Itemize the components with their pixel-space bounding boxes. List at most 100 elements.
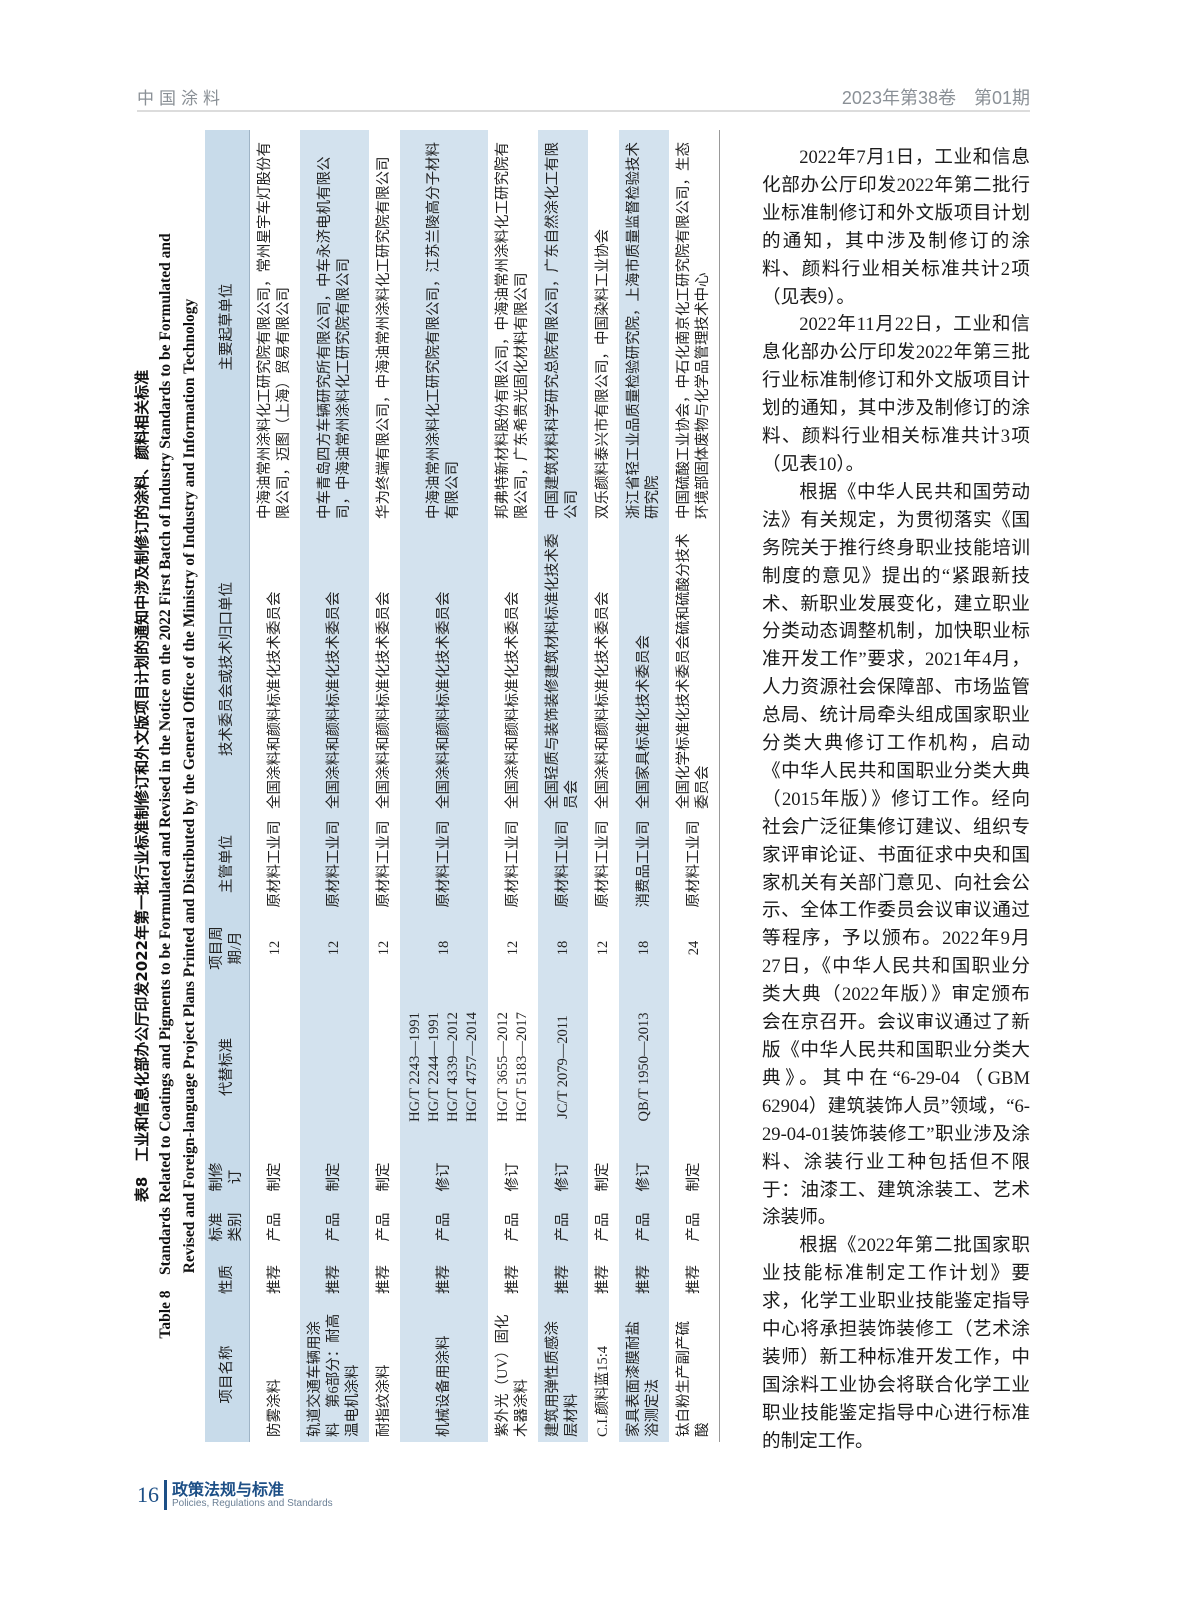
table-cell: 原材料工业司 — [504, 820, 521, 908]
table-caption: 表8 工业和信息化部办公厅印发2022年第一批行业标准制修订和外文版项目计划的通… — [130, 130, 205, 1442]
table-cell: JC/T 2079—2011 — [538, 982, 588, 1152]
table-cell: 全国涂料和颜料标准化技术委员会 — [300, 524, 369, 814]
page-number: 16 — [137, 1482, 159, 1507]
column-header: 项目名称 — [205, 1307, 250, 1442]
table-cell: 钛白粉生产副产硫酸 — [669, 1307, 720, 1442]
table-cell: 12 — [376, 940, 392, 956]
table-cell: 全国涂料和颜料标准化技术委员会 — [376, 591, 392, 810]
table-cell: 产品 — [538, 1202, 588, 1252]
table-title-cn: 表8 工业和信息化部办公厅印发2022年第一批行业标准制修订和外文版项目计划的通… — [133, 369, 151, 1203]
table-cell: 24 — [669, 914, 720, 982]
table-row: 紫外光（UV）固化木器涂料 推荐 产品 修订 HG/T 3655—2012 HG/T 5… — [488, 130, 538, 1442]
table-cell: 产品 — [376, 1212, 392, 1242]
table-cell: 原材料工业司 — [300, 814, 369, 914]
table-cell: 产品 — [619, 1202, 669, 1252]
article-body: 2022年7月1日，工业和信息化部办公厅印发2022年第二批行业标准制修订和外文… — [762, 144, 1030, 1456]
standards-table: 项目名称 性质 标准类别 制修订 代替标准 项目周期/月 主管单位 技术委员会或技术归口单位主… — [205, 130, 720, 1442]
table-cell: 全国涂料和颜料标准化技术委员会 — [504, 591, 521, 810]
table-cell: 修订 — [538, 1152, 588, 1202]
table-cell: 推荐 — [538, 1252, 588, 1307]
table-cell: 12 — [266, 940, 283, 956]
table-row: C.I.颜料蓝15:4 推荐 产品 制定 12 原材料工业司 全国涂料和颜料标准化技术委员会… — [588, 130, 619, 1442]
table-cell: C.I.颜料蓝15:4 — [595, 1345, 611, 1437]
table-cell: 推荐 — [400, 1252, 488, 1307]
table-cell: 中国硫酸工业协会，中石化南京化工研究院有限公司，生态环境部固体废物与化学品管理技… — [669, 130, 720, 524]
table-cell: 12 — [504, 940, 521, 956]
table-row: 建筑用弹性质感涂层材料 推荐 产品 修订 JC/T 2079—2011 18 原材料工业司全… — [538, 130, 588, 1442]
table-cell: 修订 — [400, 1152, 488, 1202]
table-cell: 浙江省轻工业品质量检验研究院，上海市质量监督检验技术研究院 — [619, 130, 669, 524]
table-cell: QB/T 1950—2013 — [619, 982, 669, 1152]
table-cell: 产品 — [400, 1202, 488, 1252]
table-cell: 18 — [400, 914, 488, 982]
table-cell: 推荐 — [619, 1252, 669, 1307]
column-header: 标准类别 — [205, 1202, 250, 1252]
table-row: 耐指纹涂料 推荐 产品 制定 12 原材料工业司 全国涂料和颜料标准化技术委员会 华为终端有限… — [369, 130, 400, 1442]
table-cell — [369, 982, 400, 1152]
table-cell: 家具表面漆膜耐盐浴测定法 — [619, 1307, 669, 1442]
table-cell: 中海油常州涂料化工研究院有限公司，常州星宇车灯股份有限公司，迈图（上海）贸易有限… — [257, 142, 292, 519]
table-title-en-1: Table 8 Standards Related to Coatings an… — [157, 233, 174, 1339]
rotated-table-block: 表8 工业和信息化部办公厅印发2022年第一批行业标准制修订和外文版项目计划的通… — [130, 130, 738, 1442]
table-cell: 原材料工业司 — [266, 820, 283, 908]
table-cell: 中国建筑材料科学研究总院有限公司，广东自然涂化工有限公司 — [538, 130, 588, 524]
paragraph: 2022年11月22日，工业和信息化部办公厅印发2022年第三批行业标准制修订和… — [762, 314, 1030, 475]
table-row: 防雾涂料 推荐 产品 制定 12 原材料工业司 全国涂料和颜料标准化技术委员会 中海油常州涂料… — [250, 130, 301, 1442]
column-header: 技术委员会或技术归口单位 — [205, 524, 250, 814]
table-cell: 全国涂料和颜料标准化技术委员会 — [595, 591, 611, 810]
header-divider — [137, 110, 1030, 112]
section-title-cn: 政策法规与标准 — [172, 1480, 285, 1499]
table-cell: 推荐 — [669, 1252, 720, 1307]
table-row: 机械设备用涂料 推荐 产品 修订 HG/T 2243—1991 HG/T 2244—19… — [400, 130, 488, 1442]
table-cell: 中海油常州涂料化工研究院有限公司，江苏兰陵高分子材料有限公司 — [400, 130, 488, 524]
issue-info: 2023年第38卷 第01期 — [841, 88, 1030, 108]
table-cell — [300, 982, 369, 1152]
table-cell: 制定 — [266, 1162, 283, 1192]
table-cell: 原材料工业司 — [400, 814, 488, 914]
column-header: 主管单位 — [205, 814, 250, 914]
table-cell: 产品 — [266, 1212, 283, 1242]
table-cell: 修订 — [619, 1152, 669, 1202]
table-cell: 轨道交通车辆用涂料 第6部分：耐高温电机涂料 — [300, 1307, 369, 1442]
table-cell — [250, 982, 301, 1152]
table-cell: 18 — [619, 914, 669, 982]
table-cell: 原材料工业司 — [595, 820, 611, 908]
column-header: 主要起草单位 — [205, 130, 250, 524]
table-cell: 邦弗特新材料股份有限公司，中海油常州涂料化工研究院有限公司，广东希贵光固化材料有… — [495, 142, 530, 519]
table-cell: 修订 — [504, 1162, 521, 1192]
table-cell: 推荐 — [504, 1265, 521, 1294]
table-cell: 防雾涂料 — [266, 1379, 283, 1437]
table-cell: 华为终端有限公司，中海油常州涂料化工研究院有限公司 — [376, 156, 392, 520]
table-cell: 中车青岛四方车辆研究所有限公司，中车永济电机有限公司，中海油常州涂料化工研究院有… — [300, 130, 369, 524]
table-header-row: 项目名称 性质 标准类别 制修订 代替标准 项目周期/月 主管单位 技术委员会或技术归口单位主… — [205, 130, 250, 1442]
table-cell: 推荐 — [595, 1265, 611, 1294]
table-cell: 双乐颜料泰兴市有限公司，中国染料工业协会 — [595, 229, 611, 519]
table-cell: HG/T 3655—2012 HG/T 5183—2017 — [495, 1012, 530, 1122]
table-cell: 全国家具标准化技术委员会 — [619, 524, 669, 814]
table-cell: 全国涂料和颜料标准化技术委员会 — [400, 524, 488, 814]
column-header: 代替标准 — [205, 982, 250, 1152]
table-row: 钛白粉生产副产硫酸 推荐 产品 制定 24 原材料工业司 全国化学标准化技术委员会硫和硫酸分… — [669, 130, 720, 1442]
section-title-en: Policies, Regulations and Standards — [172, 1498, 333, 1509]
table-cell: 推荐 — [266, 1265, 283, 1294]
table-cell: 推荐 — [300, 1252, 369, 1307]
table-cell: 制定 — [669, 1152, 720, 1202]
table-cell: 机械设备用涂料 — [400, 1307, 488, 1442]
table-cell: 12 — [300, 914, 369, 982]
column-header: 性质 — [205, 1252, 250, 1307]
footer-bar — [164, 1480, 167, 1510]
paragraph: 根据《中华人民共和国劳动法》有关规定，为贯彻落实《国务院关于推行终身职业技能培训… — [762, 481, 1030, 1229]
table-cell: 原材料工业司 — [376, 820, 392, 908]
table-cell: 12 — [595, 940, 611, 956]
table-cell: 产品 — [669, 1202, 720, 1252]
table-cell: 原材料工业司 — [538, 814, 588, 914]
table-cell: 制定 — [595, 1162, 611, 1192]
table-cell: 产品 — [504, 1212, 521, 1242]
table-cell: 18 — [538, 914, 588, 982]
column-header: 项目周期/月 — [205, 914, 250, 982]
paragraph: 根据《2022年第二批国家职业技能标准制定工作计划》要求，化学工业职业技能鉴定指… — [762, 1235, 1030, 1452]
table-cell: HG/T 2243—1991 HG/T 2244—1991 HG/T 4339—… — [400, 982, 488, 1152]
table-cell: 制定 — [300, 1152, 369, 1202]
table-row: 轨道交通车辆用涂料 第6部分：耐高温电机涂料 推荐 产品 制定 12 原材料工业司 全国涂料… — [300, 130, 369, 1442]
table-cell — [588, 982, 619, 1152]
